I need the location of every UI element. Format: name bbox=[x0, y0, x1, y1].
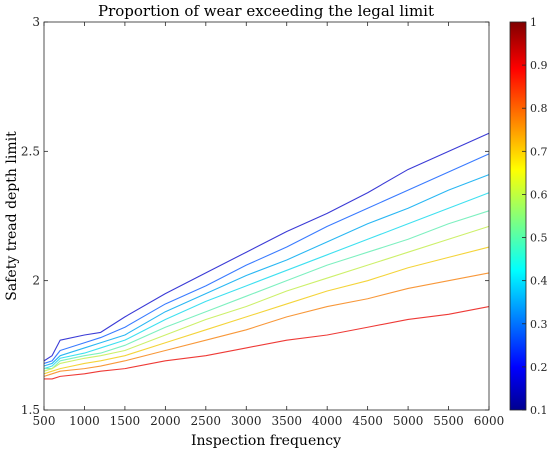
series-line-9 bbox=[44, 305, 490, 380]
x-tick-label: 3000 bbox=[231, 414, 262, 428]
colorbar-tick-label: 0.5 bbox=[530, 232, 548, 245]
plot-frame bbox=[43, 21, 490, 411]
colorbar-tick-label: 0.7 bbox=[530, 145, 548, 158]
plot-area bbox=[44, 22, 489, 410]
y-tick-label: 2 bbox=[32, 274, 40, 288]
y-tick-label: 2.5 bbox=[21, 144, 40, 158]
colorbar-tick-label: 0.8 bbox=[530, 102, 548, 115]
y-tick-label: 1.5 bbox=[21, 403, 40, 417]
x-tick-label: 1500 bbox=[110, 414, 141, 428]
x-tick-label: 500 bbox=[33, 414, 56, 428]
x-axis-label: Inspection frequency bbox=[191, 433, 341, 449]
colorbar-tick-label: 0.9 bbox=[530, 59, 548, 72]
x-tick-label: 6000 bbox=[474, 414, 505, 428]
colorbar bbox=[509, 21, 527, 411]
series-line-6 bbox=[43, 225, 490, 372]
y-axis: 1.5 2 2.5 3 bbox=[21, 15, 489, 417]
colorbar-ticks: 0.1 0.2 0.3 0.4 0.5 0.6 0.7 0.8 0.9 1 bbox=[522, 16, 548, 417]
colorbar-tick-label: 0.3 bbox=[530, 318, 548, 331]
x-tick-label: 2500 bbox=[191, 414, 222, 428]
colorbar-tick-label: 0.1 bbox=[530, 404, 548, 417]
x-tick-label: 2000 bbox=[150, 414, 181, 428]
x-tick-label: 4000 bbox=[312, 414, 343, 428]
series-line-1 bbox=[43, 132, 490, 362]
series-line-4 bbox=[43, 192, 490, 370]
x-tick-label: 5000 bbox=[393, 414, 424, 428]
x-tick-label: 1000 bbox=[69, 414, 100, 428]
x-tick-label: 5500 bbox=[433, 414, 464, 428]
colorbar-tick-label: 0.4 bbox=[530, 275, 548, 288]
x-tick-label: 3500 bbox=[271, 414, 302, 428]
series-line-7 bbox=[43, 246, 490, 375]
colorbar-tick-label: 1 bbox=[530, 16, 537, 29]
y-axis-label: Safety tread depth limit bbox=[4, 131, 20, 301]
colorbar-tick-label: 0.6 bbox=[530, 188, 548, 201]
x-tick-label: 4500 bbox=[352, 414, 383, 428]
series-line-5 bbox=[44, 210, 490, 370]
colorbar-tick-label: 0.2 bbox=[530, 361, 548, 374]
series-line-8 bbox=[43, 272, 490, 377]
series-line-3 bbox=[43, 174, 490, 367]
chart-title: Proportion of wear exceeding the legal l… bbox=[98, 2, 434, 20]
series-layer bbox=[43, 132, 490, 380]
series-line-2 bbox=[43, 153, 490, 364]
x-axis: 500 1000 1500 2000 2500 3000 3500 4000 4500 5000 5… bbox=[33, 22, 505, 428]
y-tick-label: 3 bbox=[32, 15, 40, 29]
